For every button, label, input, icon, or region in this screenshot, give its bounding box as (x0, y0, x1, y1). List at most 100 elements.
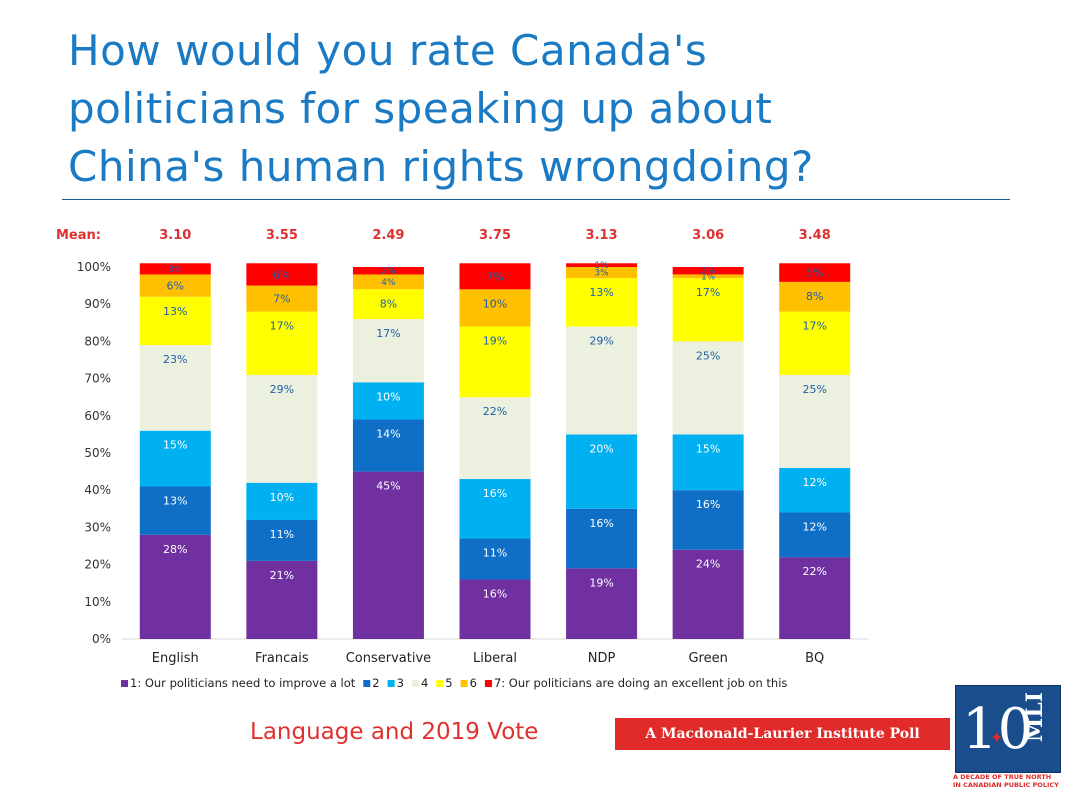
bar-segment (672, 434, 744, 491)
y-tick-label: 80% (84, 334, 111, 348)
bar-segment (139, 296, 211, 346)
legend-entry: 3 (397, 676, 404, 690)
category-label: Green (688, 651, 727, 666)
legend-entry: 5 (445, 676, 452, 690)
bar-segment (352, 267, 424, 275)
data-label: 13% (163, 305, 187, 318)
category-label: NDP (588, 651, 616, 666)
data-label: 16% (483, 487, 507, 500)
y-tick-label: 60% (84, 409, 111, 423)
y-tick-label: 50% (84, 446, 111, 460)
legend-entry: 6 (470, 676, 477, 690)
bar-segment (779, 557, 851, 639)
bar-segment (246, 263, 318, 286)
data-label: 12% (802, 521, 826, 534)
data-label: 3% (168, 265, 183, 275)
data-label: 16% (483, 587, 507, 600)
y-tick-label: 30% (84, 520, 111, 534)
data-label: 45% (376, 480, 400, 493)
mean-label: Mean: (56, 228, 101, 243)
logo-letters: MLI (1022, 692, 1048, 743)
data-label: 17% (696, 286, 720, 299)
bar-segment (672, 490, 744, 550)
legend-swatch (363, 680, 371, 687)
bar-segment (566, 278, 638, 327)
data-label: 15% (696, 442, 720, 455)
stacked-bar-chart: 0% 10% 20% 30% 40% 50% 60% 70% 80% 90% 100% Mean: 3.… (56, 228, 868, 690)
bar-segment (672, 274, 744, 279)
bar-segment (246, 374, 318, 483)
bar-segment (352, 274, 424, 290)
y-tick-label: 70% (84, 372, 111, 386)
data-label: 14% (376, 428, 400, 441)
logo-number: 10 (962, 697, 1034, 762)
data-label: 6% (167, 280, 184, 293)
bar-segment (459, 538, 531, 580)
data-label: 17% (802, 320, 826, 333)
title-divider (62, 199, 1010, 200)
data-label: 7% (486, 270, 503, 283)
bar-segment (459, 579, 531, 639)
mean-value: 3.13 (586, 228, 618, 243)
bar-segment (566, 267, 638, 279)
data-label: 15% (163, 439, 187, 452)
mean-value: 3.55 (266, 228, 298, 243)
data-label: 17% (376, 327, 400, 340)
category-label: Francais (255, 651, 309, 666)
data-label: 1% (701, 272, 716, 282)
data-label: 4% (381, 278, 396, 288)
y-tick-label: 100% (77, 260, 111, 274)
data-label: 2% (381, 267, 396, 277)
bar-segment (352, 471, 424, 639)
bar-segment (672, 549, 744, 639)
bar-segment (459, 479, 531, 539)
bar-segment (779, 281, 851, 312)
data-label: 19% (589, 576, 613, 589)
data-label: 29% (589, 335, 613, 348)
y-tick-label: 40% (84, 483, 111, 497)
bar-segment (352, 419, 424, 472)
data-label: 22% (483, 405, 507, 418)
data-label: 25% (802, 383, 826, 396)
data-label: 8% (380, 297, 397, 310)
data-label: 11% (270, 528, 294, 541)
legend-swatch (484, 680, 492, 687)
bar-segment (566, 434, 638, 509)
data-label: 28% (163, 543, 187, 556)
mean-value: 3.10 (159, 228, 191, 243)
chart-subtitle: Language and 2019 Vote (250, 719, 539, 745)
bar-segment (246, 519, 318, 561)
bar-segment (566, 263, 638, 267)
data-label: 19% (483, 335, 507, 348)
data-label: 17% (270, 320, 294, 333)
category-label: Conservative (346, 651, 431, 666)
bar-segment (139, 486, 211, 535)
data-label: 1% (594, 261, 609, 271)
data-label: 12% (802, 476, 826, 489)
legend-swatch (460, 680, 468, 687)
logo-tagline-line-2: IN CANADIAN PUBLIC POLICY (953, 781, 1059, 789)
bar-segment (566, 326, 638, 435)
legend-entry: 4 (421, 676, 428, 690)
data-label: 11% (483, 547, 507, 560)
data-label: 22% (802, 565, 826, 578)
y-tick-label: 90% (84, 297, 111, 311)
title-line-2: politicians for speaking up about (68, 84, 773, 133)
data-label: 29% (270, 383, 294, 396)
bar-segment (139, 534, 211, 639)
mean-value: 3.75 (479, 228, 511, 243)
mean-value: 2.49 (372, 228, 404, 243)
bar-segment (246, 311, 318, 375)
data-label: 6% (273, 268, 290, 281)
y-tick-label: 20% (84, 558, 111, 572)
bar-segment (779, 311, 851, 375)
bar-segment (352, 289, 424, 320)
data-label: 7% (273, 293, 290, 306)
legend-swatch (411, 680, 419, 687)
legend-entry: 7: Our politicians are doing an excellen… (494, 676, 787, 690)
bar-segment (352, 319, 424, 383)
data-label: 21% (270, 569, 294, 582)
legend-entry: 1: Our politicians need to improve a lot (130, 676, 356, 690)
data-label: 10% (483, 297, 507, 310)
bar-segment (139, 274, 211, 297)
